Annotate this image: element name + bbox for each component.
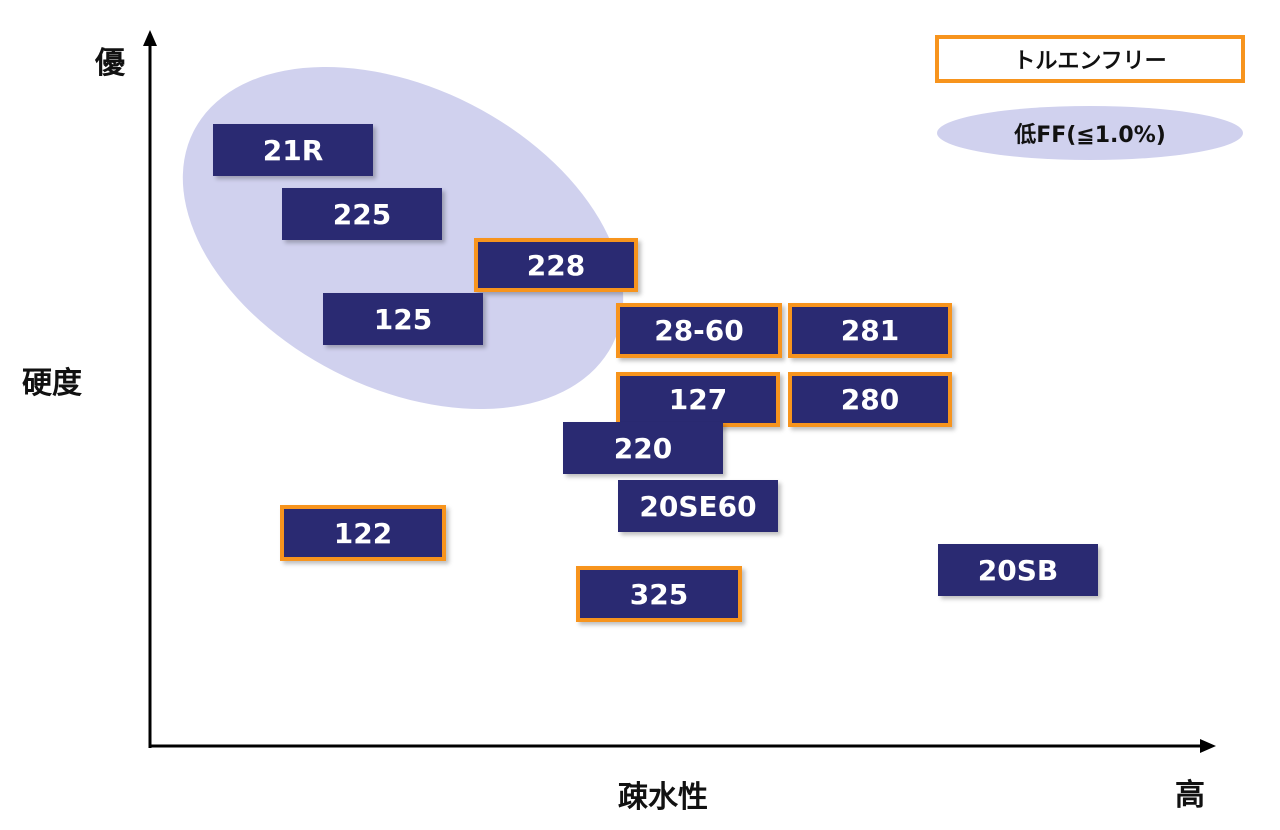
- product-box: 28-60: [616, 303, 782, 358]
- x-axis-end-label: 高: [1175, 778, 1205, 813]
- product-box: 228: [474, 238, 638, 292]
- product-box: 325: [576, 566, 742, 622]
- product-box: 220: [563, 422, 723, 474]
- x-axis-arrow: [1200, 739, 1216, 753]
- product-box: 20SE60: [618, 480, 778, 532]
- product-box: 122: [280, 505, 446, 561]
- y-axis-arrow: [143, 30, 157, 46]
- product-box: 21R: [213, 124, 373, 176]
- x-axis-label: 疎水性: [618, 780, 708, 815]
- legend-toluene-free: トルエンフリー: [935, 35, 1245, 83]
- product-box: 125: [323, 293, 483, 345]
- product-box: 20SB: [938, 544, 1098, 596]
- product-box: 225: [282, 188, 442, 240]
- y-axis-top-label: 優: [95, 46, 125, 81]
- y-axis-label: 硬度: [22, 366, 82, 401]
- product-box: 281: [788, 303, 952, 358]
- legend-low-ff: 低FF(≦1.0%): [937, 106, 1243, 160]
- product-box: 280: [788, 372, 952, 427]
- product-box: 127: [616, 372, 780, 427]
